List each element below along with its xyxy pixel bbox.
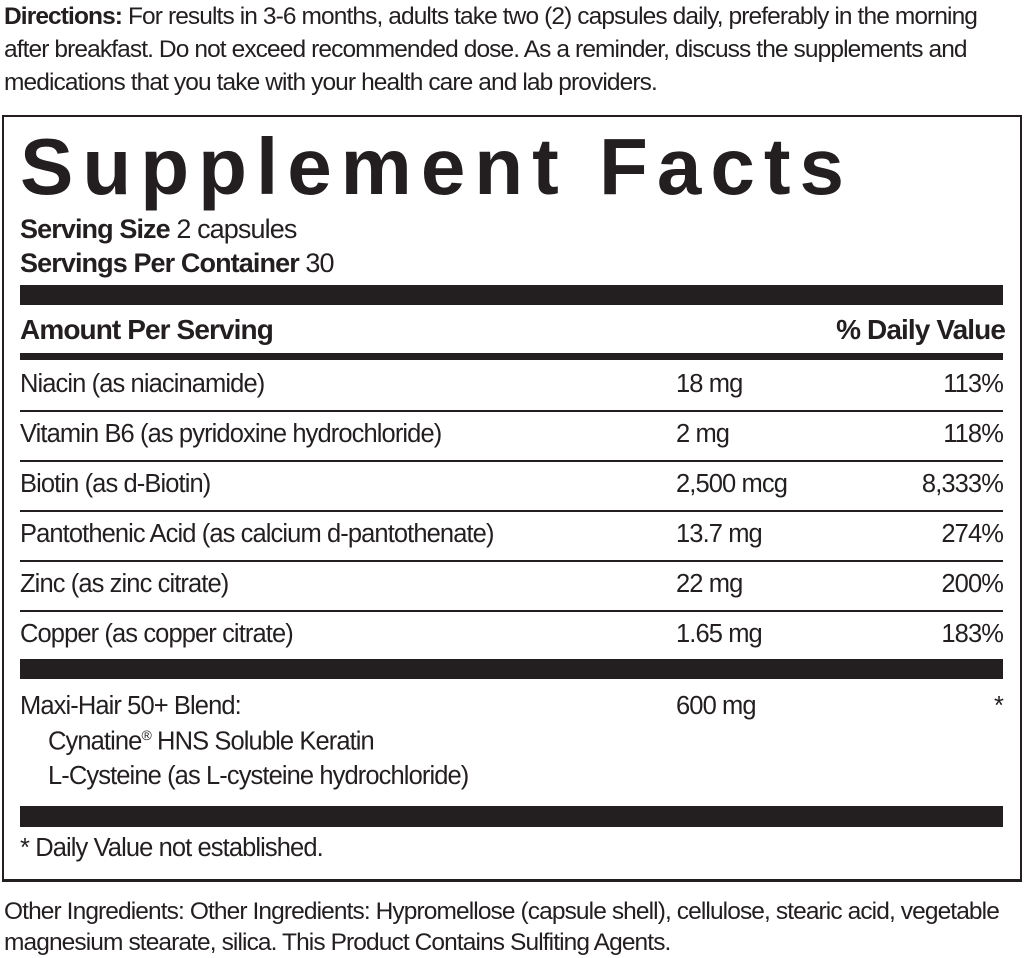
nutrient-row: Copper (as copper citrate) 1.65 mg 183%: [20, 610, 1004, 660]
other-ingredients-text: Other Ingredients: Hypromellose (capsule…: [4, 898, 1000, 956]
panel-title: Supplement Facts: [20, 122, 854, 211]
directions-body: For results in 3-6 months, adults take t…: [4, 3, 978, 96]
nutrient-dv: 274%: [941, 520, 1004, 548]
blend-amount: 600 mg: [676, 692, 757, 720]
servings-per-container: Servings Per Container 30: [20, 248, 335, 278]
blend-ingredient: Cynatine® HNS Soluble Keratin: [48, 727, 375, 757]
nutrient-row: Biotin (as d-Biotin) 2,500 mcg 8,333%: [20, 460, 1004, 512]
blend-dv: *: [993, 692, 1004, 720]
nutrient-dv: 183%: [941, 620, 1004, 648]
nutrient-name: Pantothenic Acid (as calcium d-pantothen…: [20, 520, 494, 548]
daily-value-header: % Daily Value: [836, 314, 1006, 345]
nutrient-name: Vitamin B6 (as pyridoxine hydrochloride): [20, 420, 442, 448]
nutrient-amount: 2 mg: [676, 420, 730, 448]
nutrient-row: Niacin (as niacinamide) 18 mg 113%: [20, 360, 1004, 412]
thick-divider: [20, 659, 1003, 679]
nutrient-name: Niacin (as niacinamide): [20, 370, 265, 398]
blend-row: Maxi-Hair 50+ Blend: 600 mg *: [20, 682, 1004, 732]
serving-size-label: Serving Size: [20, 214, 171, 244]
nutrient-row: Pantothenic Acid (as calcium d-pantothen…: [20, 510, 1004, 562]
nutrient-amount: 13.7 mg: [676, 520, 763, 548]
nutrient-row: Zinc (as zinc citrate) 22 mg 200%: [20, 560, 1004, 612]
directions-text: Directions: For results in 3-6 months, a…: [4, 0, 1024, 99]
nutrient-amount: 1.65 mg: [676, 620, 763, 648]
directions-label: Directions:: [4, 3, 123, 30]
nutrient-name: Biotin (as d-Biotin): [20, 470, 211, 498]
other-ingredients: Other Ingredients: Other Ingredients: Hy…: [4, 896, 1024, 958]
nutrient-name: Copper (as copper citrate): [20, 620, 294, 648]
supplement-facts-panel: Supplement Facts Serving Size 2 capsules…: [2, 115, 1022, 882]
medium-divider: [20, 353, 1003, 360]
nutrient-dv: 113%: [943, 370, 1004, 398]
nutrient-dv: 118%: [943, 420, 1004, 448]
registered-mark: ®: [141, 727, 151, 743]
nutrient-row: Vitamin B6 (as pyridoxine hydrochloride)…: [20, 410, 1004, 462]
servings-label: Servings Per Container: [20, 248, 300, 278]
footnote: * Daily Value not established.: [20, 834, 324, 862]
blend-name: Maxi-Hair 50+ Blend:: [20, 692, 242, 720]
blend-ingredient: L-Cysteine (as L-cysteine hydrochloride): [48, 762, 469, 790]
thick-divider: [20, 285, 1003, 305]
blend-ingredient-name: Cynatine: [48, 727, 142, 756]
nutrient-amount: 22 mg: [676, 570, 743, 598]
nutrient-name: Zinc (as zinc citrate): [20, 570, 229, 598]
other-ingredients-label: Other Ingredients:: [4, 898, 185, 925]
nutrient-amount: 18 mg: [676, 370, 743, 398]
nutrient-dv: 200%: [941, 570, 1004, 598]
nutrient-amount: 2,500 mcg: [676, 470, 788, 498]
blend-ingredient-rest: HNS Soluble Keratin: [150, 727, 375, 756]
amount-per-serving-header: Amount Per Serving: [20, 314, 274, 345]
nutrient-dv: 8,333%: [921, 470, 1004, 498]
thick-divider: [20, 806, 1003, 827]
serving-size: Serving Size 2 capsules: [20, 214, 297, 244]
serving-size-value: 2 capsules: [169, 214, 297, 244]
servings-value: 30: [298, 248, 334, 278]
